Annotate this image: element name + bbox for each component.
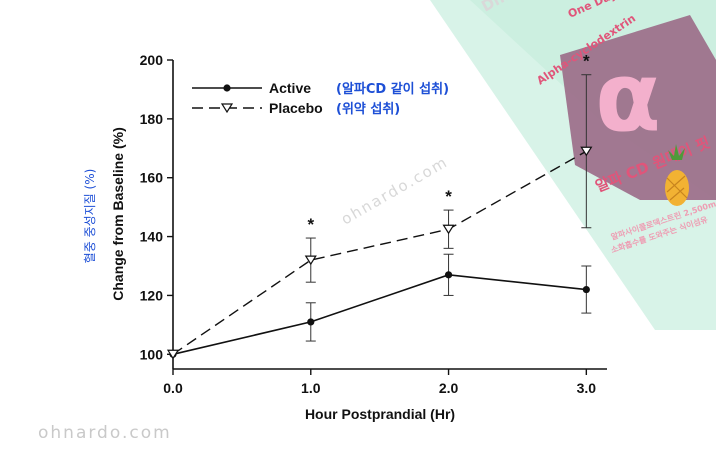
x-tick-label: 3.0 <box>577 380 597 396</box>
legend-active-note: (알파CD 같이 섭취) <box>336 81 449 97</box>
watermark-text: ohnardo.com <box>38 423 172 443</box>
pineapple-icon <box>665 144 689 206</box>
y-tick-label: 200 <box>140 52 164 68</box>
data-point-placebo <box>442 224 455 235</box>
series-layer <box>166 74 593 360</box>
y-tick-label: 120 <box>140 287 164 303</box>
x-tick-label: 2.0 <box>439 380 459 396</box>
product-package-image: α Dr.L One Day Fit Alpha-cyclodextrin 알파… <box>430 0 716 330</box>
y-axis-korean-note: 혈중 중성지질 (%) <box>83 169 97 264</box>
x-ticks: 0.0 1.0 2.0 3.0 <box>163 369 596 396</box>
data-point-placebo <box>304 255 317 266</box>
series-line-active <box>172 274 587 356</box>
legend-placebo-label: Placebo <box>269 100 323 116</box>
y-axis-title: Change from Baseline (%) <box>110 127 126 300</box>
x-tick-label: 1.0 <box>301 380 321 396</box>
x-tick-label: 0.0 <box>163 380 183 396</box>
legend: Active (알파CD 같이 섭취) Placebo (위약 섭취) <box>192 80 449 117</box>
y-tick-label: 100 <box>140 346 164 362</box>
significance-star: * <box>445 187 452 206</box>
data-point-placebo <box>166 349 180 360</box>
watermark-diagonal: ohnardo.com <box>338 153 451 229</box>
legend-active-label: Active <box>269 80 311 96</box>
data-point-active <box>307 318 315 326</box>
y-tick-label: 140 <box>140 229 164 245</box>
series-active <box>169 253 592 358</box>
x-axis-title: Hour Postprandial (Hr) <box>305 406 455 422</box>
legend-placebo-marker <box>220 103 234 114</box>
series-placebo <box>166 74 593 360</box>
significance-star: * <box>307 215 314 234</box>
legend-placebo-note: (위약 섭취) <box>336 101 400 117</box>
package-alpha-symbol: α <box>595 41 661 153</box>
significance-star: * <box>583 52 590 71</box>
y-tick-label: 160 <box>140 170 164 186</box>
data-point-placebo <box>580 146 593 157</box>
legend-active-marker <box>223 84 231 92</box>
y-tick-label: 180 <box>140 111 164 127</box>
data-point-active <box>582 285 590 294</box>
data-point-active <box>444 271 453 279</box>
series-line-placebo <box>172 150 587 355</box>
y-ticks: 100 120 140 160 180 200 <box>140 52 173 362</box>
significance-marks: * * * <box>307 52 590 234</box>
